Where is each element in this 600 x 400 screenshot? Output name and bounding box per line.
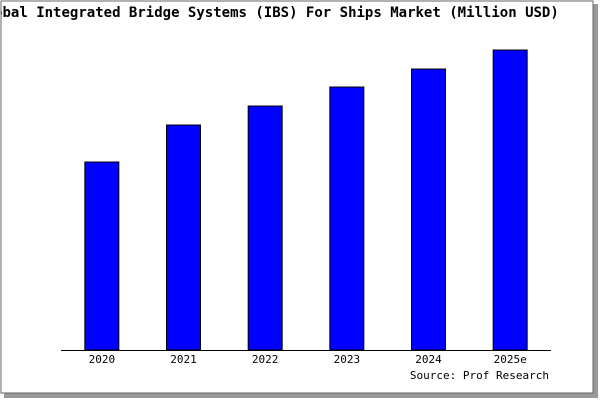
bar [166,124,201,351]
bar [247,105,283,351]
bar [84,161,120,351]
bar [411,68,446,351]
bar [329,86,365,351]
x-tick-label: 2025e [494,353,527,366]
x-tick-label: 2020 [89,353,116,366]
x-tick-label: 2023 [334,353,361,366]
x-tick-label: 2024 [415,353,442,366]
bar [492,49,528,351]
x-tick-label: 2021 [170,353,197,366]
x-tick-label: 2022 [252,353,279,366]
source-note: Source: Prof Research [410,369,549,382]
chart-title: Global Integrated Bridge Systems (IBS) F… [0,5,559,21]
